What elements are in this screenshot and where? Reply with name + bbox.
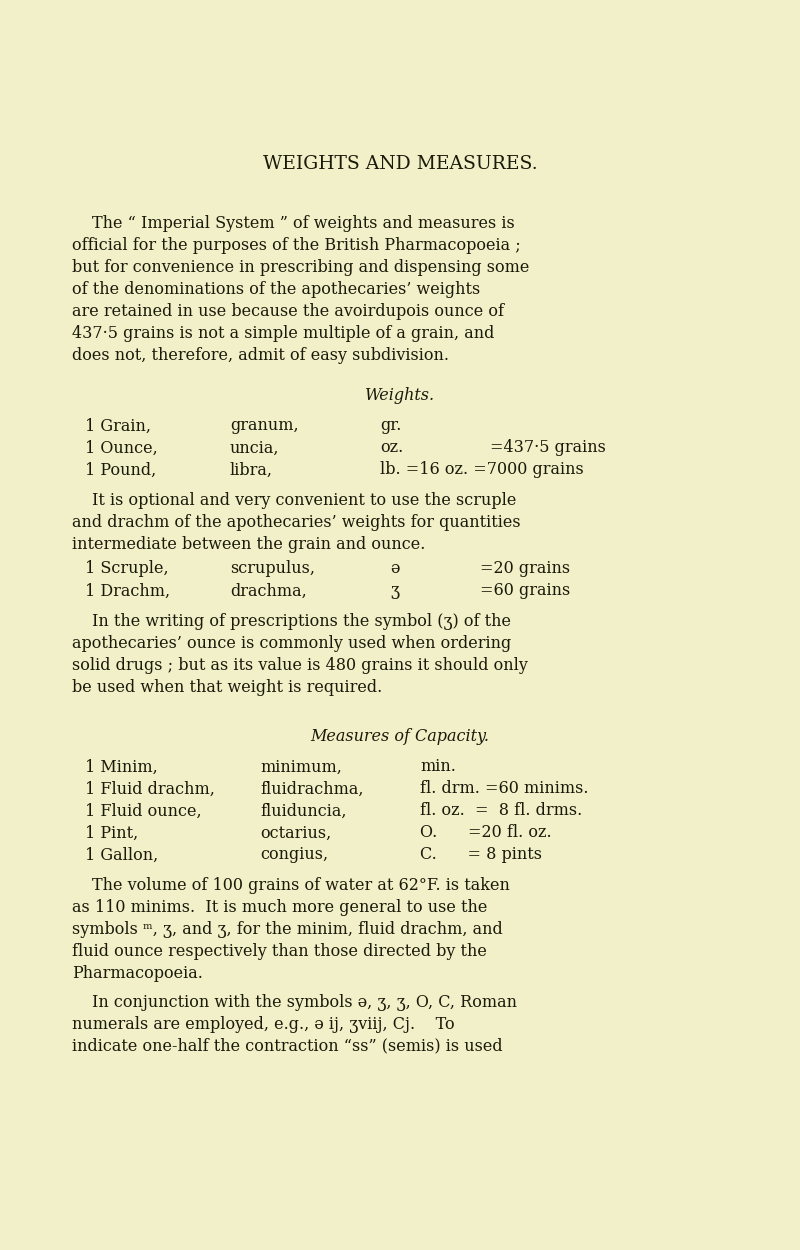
Text: indicate one-half the contraction “ss” (semis) is used: indicate one-half the contraction “ss” (… — [72, 1038, 502, 1055]
Text: uncia,: uncia, — [230, 440, 279, 456]
Text: Pharmacopoeia.: Pharmacopoeia. — [72, 965, 203, 982]
Text: symbols ᵐ, ʒ, and ʒ, for the minim, fluid drachm, and: symbols ᵐ, ʒ, and ʒ, for the minim, flui… — [72, 921, 502, 939]
Text: The volume of 100 grains of water at 62°F. is taken: The volume of 100 grains of water at 62°… — [92, 878, 510, 894]
Text: and drachm of the apothecaries’ weights for quantities: and drachm of the apothecaries’ weights … — [72, 514, 521, 531]
Text: fluiduncia,: fluiduncia, — [260, 802, 346, 820]
Text: apothecaries’ ounce is commonly used when ordering: apothecaries’ ounce is commonly used whe… — [72, 635, 511, 652]
Text: It is optional and very convenient to use the scruple: It is optional and very convenient to us… — [92, 492, 516, 509]
Text: fluidrachma,: fluidrachma, — [260, 780, 363, 798]
Text: drachma,: drachma, — [230, 582, 306, 600]
Text: In conjunction with the symbols ə, ʒ, ʒ, O, C, Roman: In conjunction with the symbols ə, ʒ, ʒ,… — [92, 994, 517, 1011]
Text: granum,: granum, — [230, 418, 298, 435]
Text: as 110 minims.  It is much more general to use the: as 110 minims. It is much more general t… — [72, 899, 487, 916]
Text: numerals are employed, e.g., ə ij, ʒviij, Cj.    To: numerals are employed, e.g., ə ij, ʒviij… — [72, 1016, 454, 1032]
Text: In the writing of prescriptions the symbol (ʒ) of the: In the writing of prescriptions the symb… — [92, 614, 511, 630]
Text: 1 Drachm,: 1 Drachm, — [85, 582, 170, 600]
Text: min.: min. — [420, 759, 456, 775]
Text: 1 Minim,: 1 Minim, — [85, 759, 158, 775]
Text: Weights.: Weights. — [365, 386, 435, 404]
Text: =437·5 grains: =437·5 grains — [490, 440, 606, 456]
Text: 437·5 grains is not a simple multiple of a grain, and: 437·5 grains is not a simple multiple of… — [72, 325, 494, 342]
Text: of the denominations of the apothecaries’ weights: of the denominations of the apothecaries… — [72, 281, 480, 298]
Text: Measures of Capacity.: Measures of Capacity. — [310, 728, 490, 745]
Text: official for the purposes of the British Pharmacopoeia ;: official for the purposes of the British… — [72, 238, 521, 254]
Text: The “ Imperial System ” of weights and measures is: The “ Imperial System ” of weights and m… — [92, 215, 514, 232]
Text: 1 Fluid drachm,: 1 Fluid drachm, — [85, 780, 215, 798]
Text: ə: ə — [390, 560, 399, 578]
Text: congius,: congius, — [260, 846, 328, 864]
Text: intermediate between the grain and ounce.: intermediate between the grain and ounce… — [72, 536, 426, 554]
Text: =20 grains: =20 grains — [480, 560, 570, 578]
Text: fl. drm. =60 minims.: fl. drm. =60 minims. — [420, 780, 589, 798]
Text: are retained in use because the avoirdupois ounce of: are retained in use because the avoirdup… — [72, 302, 504, 320]
Text: 1 Pound,: 1 Pound, — [85, 461, 156, 479]
Text: 1 Grain,: 1 Grain, — [85, 418, 151, 435]
Text: fluid ounce respectively than those directed by the: fluid ounce respectively than those dire… — [72, 944, 487, 960]
Text: fl. oz.  =  8 fl. drms.: fl. oz. = 8 fl. drms. — [420, 802, 582, 820]
Text: be used when that weight is required.: be used when that weight is required. — [72, 679, 382, 696]
Text: C.      = 8 pints: C. = 8 pints — [420, 846, 542, 864]
Text: WEIGHTS AND MEASURES.: WEIGHTS AND MEASURES. — [262, 155, 538, 172]
Text: lb. =16 oz. =7000 grains: lb. =16 oz. =7000 grains — [380, 461, 584, 479]
Text: octarius,: octarius, — [260, 825, 331, 841]
Text: 1 Pint,: 1 Pint, — [85, 825, 138, 841]
Text: =60 grains: =60 grains — [480, 582, 570, 600]
Text: ʒ: ʒ — [390, 582, 399, 600]
Text: 1 Ounce,: 1 Ounce, — [85, 440, 158, 456]
Text: but for convenience in prescribing and dispensing some: but for convenience in prescribing and d… — [72, 259, 530, 276]
Text: 1 Scruple,: 1 Scruple, — [85, 560, 169, 578]
Text: solid drugs ; but as its value is 480 grains it should only: solid drugs ; but as its value is 480 gr… — [72, 658, 528, 674]
Text: scrupulus,: scrupulus, — [230, 560, 315, 578]
Text: gr.: gr. — [380, 418, 402, 435]
Text: libra,: libra, — [230, 461, 273, 479]
Text: O.      =20 fl. oz.: O. =20 fl. oz. — [420, 825, 552, 841]
Text: does not, therefore, admit of easy subdivision.: does not, therefore, admit of easy subdi… — [72, 348, 449, 364]
Text: 1 Gallon,: 1 Gallon, — [85, 846, 158, 864]
Text: oz.: oz. — [380, 440, 403, 456]
Text: 1 Fluid ounce,: 1 Fluid ounce, — [85, 802, 202, 820]
Text: minimum,: minimum, — [260, 759, 342, 775]
